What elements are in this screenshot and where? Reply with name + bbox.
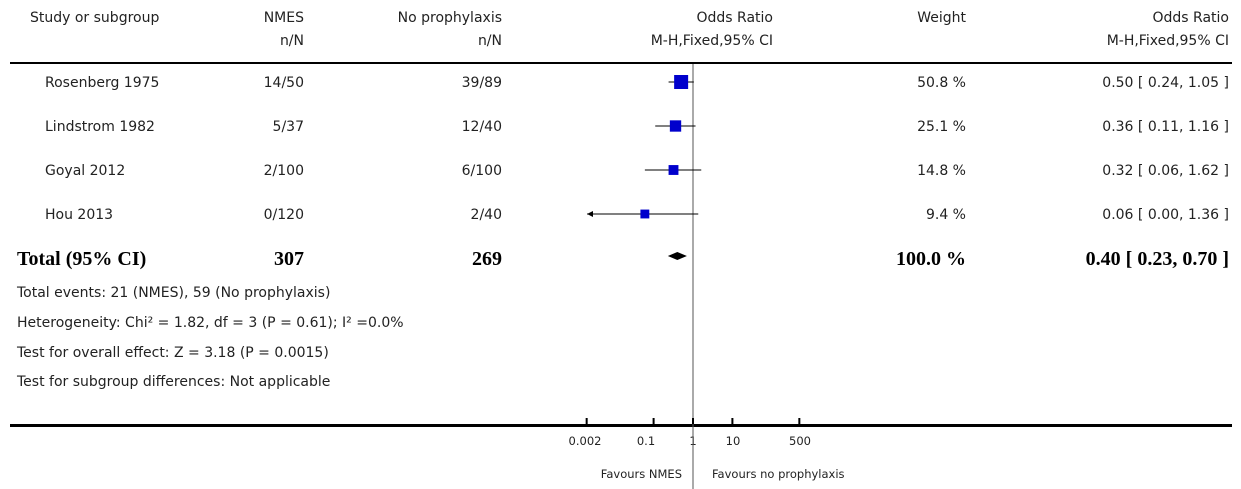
study-ci: 0.32 [ 0.06, 1.62 ] [1102,163,1229,179]
study-g1: 2/100 [263,163,304,179]
study-ci: 0.50 [ 0.24, 1.05 ] [1102,75,1229,91]
tick-label: 10 [725,434,741,448]
tick-label: 0.002 [568,434,602,448]
or-square [674,75,689,89]
study-g2: 39/89 [461,75,502,91]
header-or: Odds Ratio [696,10,773,26]
or-square [640,209,650,219]
study-weight: 50.8 % [917,75,966,91]
study-ci: 0.06 [ 0.00, 1.36 ] [1102,207,1229,223]
favours-right: Favours no prophylaxis [712,467,845,481]
header-group1: NMES [263,10,304,26]
header-rule [10,62,1232,64]
header-or2-sub: M-H,Fixed,95% CI [1106,33,1229,49]
tick-label: 500 [789,434,811,448]
study-name: Goyal 2012 [45,163,126,179]
study-g1: 0/120 [263,207,304,223]
study-name: Lindstrom 1982 [45,119,155,135]
footnote-heterogeneity: Heterogeneity: Chi² = 1.82, df = 3 (P = … [17,315,404,331]
or-square [668,165,679,175]
ci-arrow [587,211,593,217]
header-group2-sub: n/N [477,33,502,49]
header-group2: No prophylaxis [397,10,502,26]
footnote-events: Total events: 21 (NMES), 59 (No prophyla… [17,285,331,301]
total-ci: 0.40 [ 0.23, 0.70 ] [1085,248,1229,270]
total-label: Total (95% CI) [17,248,147,270]
footnote-subgroup: Test for subgroup differences: Not appli… [17,374,331,390]
study-g2: 2/40 [470,207,502,223]
header-or-sub: M-H,Fixed,95% CI [650,33,773,49]
header-or2: Odds Ratio [1152,10,1229,26]
study-g2: 6/100 [461,163,502,179]
study-g1: 14/50 [263,75,304,91]
bottom-rule [10,424,1232,427]
footnote-overall: Test for overall effect: Z = 3.18 (P = 0… [17,345,329,361]
header-study: Study or subgroup [30,10,160,26]
total-g2: 269 [472,248,502,270]
favours-left: Favours NMES [600,467,682,481]
study-ci: 0.36 [ 0.11, 1.16 ] [1102,119,1229,135]
study-name: Hou 2013 [45,207,114,223]
total-diamond [667,252,687,260]
study-weight: 25.1 % [917,119,966,135]
tick-label: 0.1 [636,434,656,448]
header-weight: Weight [917,10,966,26]
total-weight: 100.0 % [896,248,966,270]
study-weight: 14.8 % [917,163,966,179]
study-g1: 5/37 [272,119,304,135]
or-square [669,120,682,132]
header-group1-sub: n/N [279,33,304,49]
total-g1: 307 [274,248,304,270]
study-g2: 12/40 [461,119,502,135]
study-weight: 9.4 % [925,207,966,223]
study-name: Rosenberg 1975 [45,75,160,91]
